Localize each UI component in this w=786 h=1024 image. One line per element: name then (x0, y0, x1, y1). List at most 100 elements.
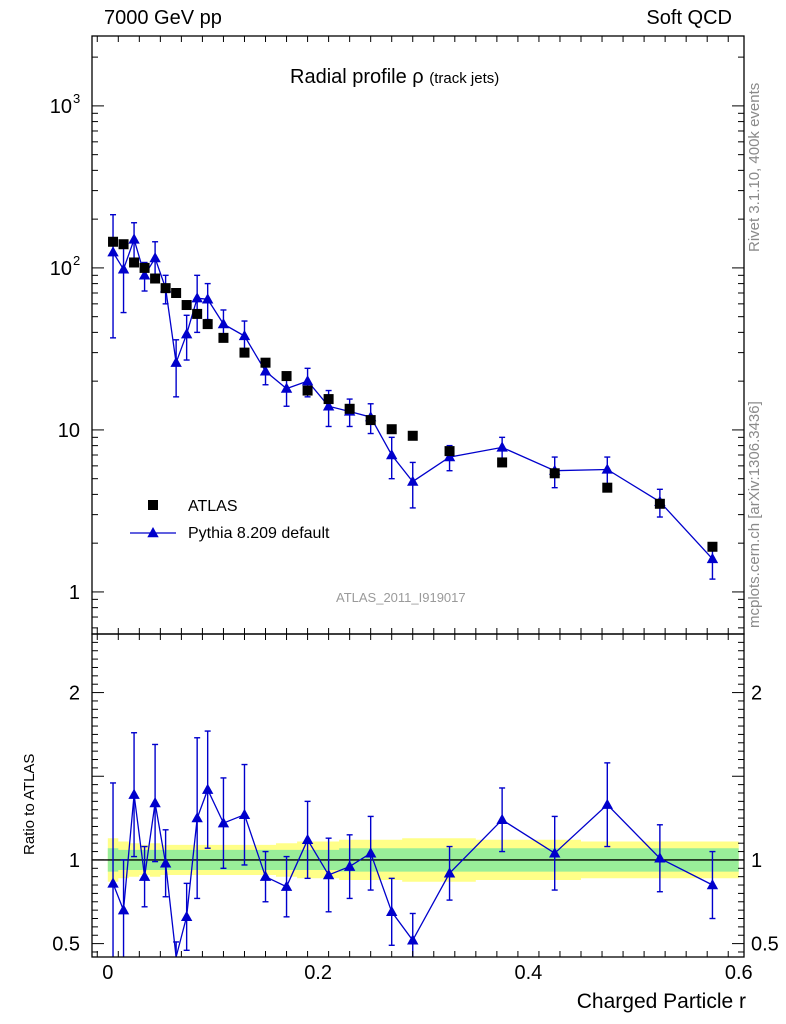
atlas-point (181, 300, 192, 311)
pythia-point (138, 269, 151, 280)
ratio-panel (92, 730, 744, 958)
ratio-point (149, 797, 161, 808)
atlas-point (192, 308, 203, 319)
pythia-point (238, 329, 251, 341)
atlas-point (118, 239, 129, 250)
legend-pythia-marker (147, 527, 159, 538)
ratio-point (138, 870, 151, 881)
analysis-label: ATLAS_2011_I919017 (336, 590, 466, 605)
legend-atlas-label: ATLAS (188, 498, 238, 515)
x-tick-label: 0 (102, 962, 113, 984)
pythia-line (112, 237, 713, 560)
atlas-point (160, 283, 171, 294)
x-tick-label: 0.2 (304, 962, 332, 984)
ratio-point (343, 860, 356, 871)
pythia-point (386, 449, 398, 460)
ratio-point (601, 798, 613, 809)
chart-title-text: Radial profile (290, 66, 407, 88)
pythia-point (259, 365, 272, 376)
pythia-point (280, 382, 293, 393)
atlas-point (139, 262, 150, 273)
reference-label: mcplots.cern.ch [arXiv:1306.3436] (746, 401, 763, 628)
atlas-point (202, 319, 213, 330)
x-axis-label: Charged Particle r (576, 990, 746, 1013)
pythia-point (443, 451, 456, 462)
ratio-y-tick-label-right: 0.5 (751, 934, 779, 956)
atlas-point (497, 457, 508, 468)
atlas-point (260, 357, 271, 368)
rivet-version-label: Rivet 3.1.10, 400k events (746, 82, 763, 252)
pythia-point (601, 463, 613, 474)
atlas-point (218, 332, 229, 343)
atlas-point (150, 273, 161, 284)
pythia-point (191, 292, 203, 303)
ratio-point (364, 847, 377, 858)
chart-title-symbol: ρ (412, 66, 424, 88)
main-y-tick-label: 10 (50, 258, 72, 280)
pythia-point (170, 356, 182, 367)
ratio-point (180, 910, 193, 922)
ratio-point (107, 877, 119, 888)
ratio-point (407, 934, 419, 945)
ratio-y-axis-label: Ratio to ATLAS (21, 753, 38, 855)
ratio-point (238, 808, 251, 819)
ratio-point (201, 783, 214, 794)
chart-title: Radial profile ρ (track jets) (290, 66, 499, 89)
ratio-y-tick-label-right: 2 (751, 683, 762, 705)
pythia-point (149, 252, 161, 263)
main-y-tick-label: 10 (58, 420, 80, 442)
atlas-point (344, 403, 355, 414)
atlas-point (602, 482, 613, 493)
legend-atlas-marker (148, 500, 158, 510)
atlas-point (129, 257, 140, 268)
ratio-point (117, 904, 130, 915)
pythia-point (128, 233, 140, 244)
atlas-point (386, 424, 397, 435)
ratio-y-tick-label-left: 0.5 (52, 934, 80, 956)
ratio-point (259, 870, 272, 881)
atlas-point (108, 236, 119, 247)
main-panel: ATLAS Pythia 8.209 default (107, 214, 719, 580)
ratio-point (496, 813, 508, 824)
ratio-point (443, 867, 456, 878)
ratio-point (280, 880, 293, 891)
main-y-tick-label: 1 (69, 582, 80, 604)
ratio-point (159, 857, 172, 868)
atlas-point (654, 498, 665, 509)
x-tick-label: 0.6 (725, 962, 753, 984)
ratio-point (386, 905, 398, 917)
ratio-point (549, 847, 561, 858)
pythia-point (496, 441, 508, 452)
ratio-point (217, 817, 230, 828)
atlas-point (444, 446, 455, 457)
atlas-point (365, 415, 376, 426)
ratio-point (322, 868, 335, 880)
ratio-pythia-line (112, 787, 713, 958)
ratio-point (301, 833, 314, 845)
ratio-y-tick-label-left: 2 (69, 683, 80, 705)
ratio-point (654, 852, 666, 863)
pythia-point (201, 293, 214, 304)
pythia-point (301, 375, 314, 386)
energy-label: 7000 GeV pp (104, 7, 222, 29)
atlas-point (549, 468, 560, 479)
chart-title-suffix: (track jets) (429, 70, 500, 87)
ratio-y-tick-label-left: 1 (69, 850, 80, 872)
main-y-tick-label: 10 (50, 96, 72, 118)
legend-pythia-label: Pythia 8.209 default (188, 525, 330, 542)
pythia-point (117, 263, 130, 274)
pythia-point (180, 328, 193, 339)
main-y-tick-exponent: 3 (73, 91, 80, 106)
atlas-point (239, 347, 250, 358)
atlas-point (302, 385, 313, 396)
atlas-point (407, 430, 418, 441)
ratio-point (706, 879, 719, 890)
pythia-point (706, 552, 719, 564)
atlas-point (281, 371, 292, 382)
ratio-y-tick-label-right: 1 (751, 850, 762, 872)
ratio-point (191, 812, 203, 823)
ratio-point (128, 788, 140, 799)
pythia-point (322, 400, 335, 411)
